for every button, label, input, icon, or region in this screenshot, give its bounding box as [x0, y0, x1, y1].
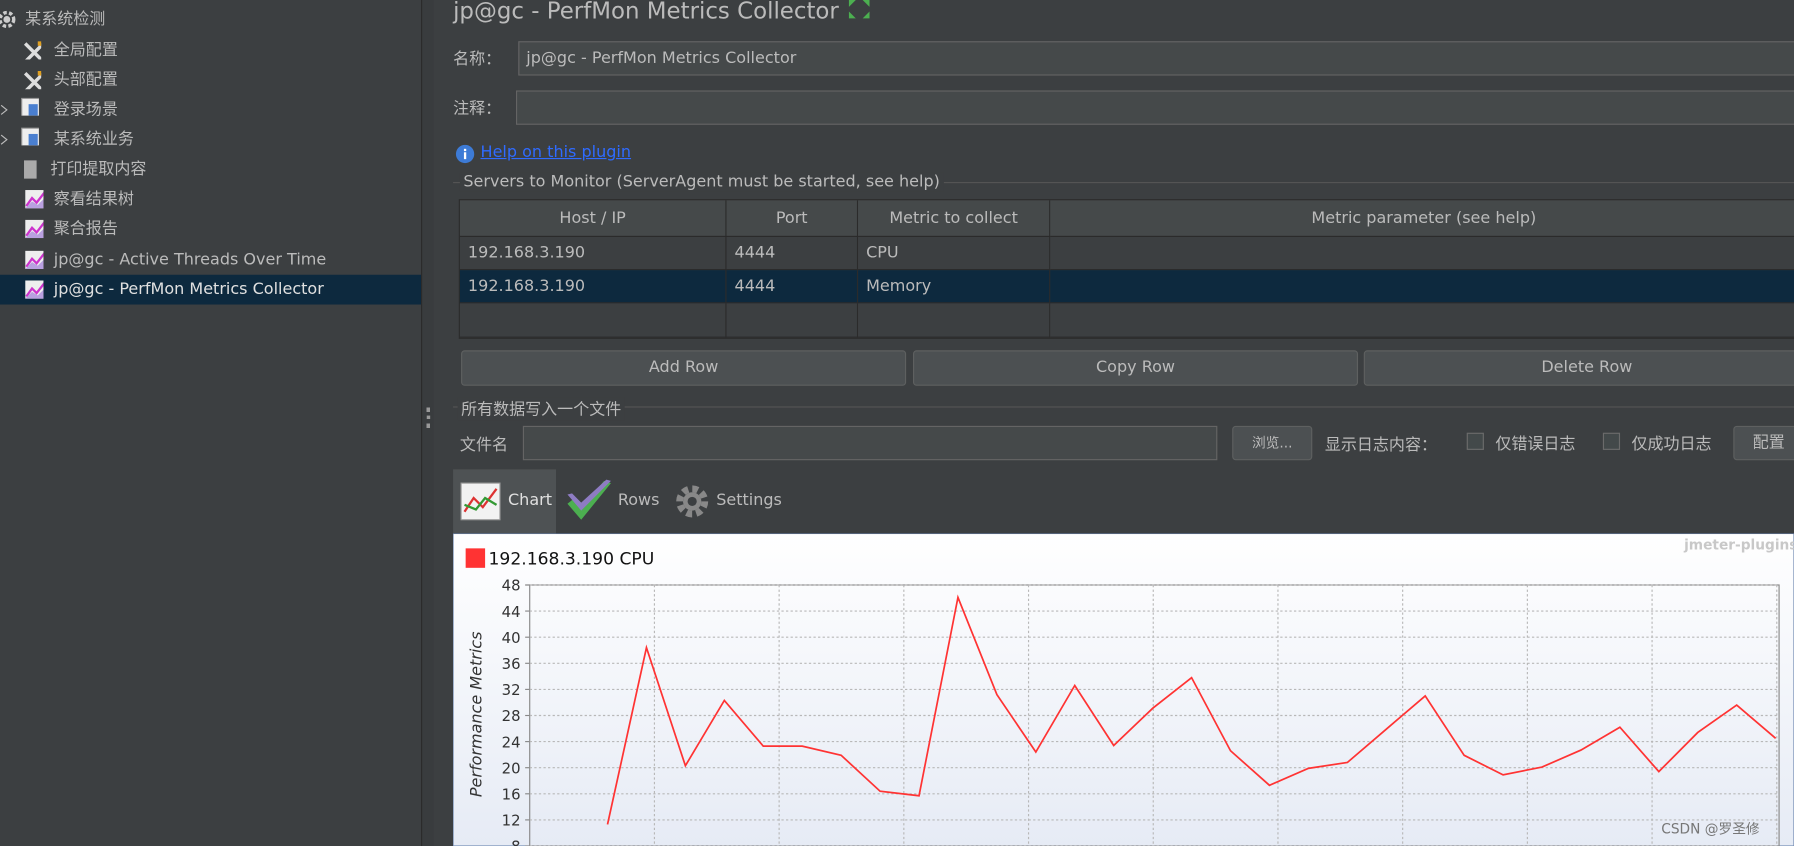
tree-item-label: 打印提取内容	[50, 160, 147, 179]
name-input[interactable]: jp@gc - PerfMon Metrics Collector	[518, 41, 1794, 76]
table-button[interactable]: Delete Row	[1363, 350, 1794, 386]
tab[interactable]: Chart	[507, 491, 553, 510]
table-cell[interactable]: Memory	[858, 270, 1051, 304]
table-cell[interactable]: CPU	[858, 236, 1051, 271]
checkbox[interactable]	[1466, 432, 1484, 450]
table-button[interactable]: Add Row	[461, 350, 907, 386]
expand-icon[interactable]	[847, 0, 872, 21]
info-icon	[455, 144, 475, 164]
column-header: Metric parameter (see help)	[1050, 200, 1794, 237]
tree-item[interactable]: 察看结果树	[0, 184, 421, 214]
y-tick-label: 32	[502, 681, 521, 699]
tree-item[interactable]: jp@gc - Active Threads Over Time	[0, 245, 421, 275]
tree-item[interactable]: 登录场景	[0, 95, 421, 125]
y-tick-label: 28	[502, 707, 521, 725]
table-cell[interactable]: 192.168.3.190	[459, 270, 727, 304]
rows-tab-icon	[567, 479, 611, 520]
checkbox[interactable]	[1602, 432, 1621, 450]
file-group-label: 所有数据写入一个文件	[457, 397, 625, 421]
errors-only-label: 仅错误日志	[1495, 435, 1576, 454]
success-only-label: 仅成功日志	[1631, 435, 1712, 454]
table-cell[interactable]	[1050, 236, 1794, 271]
y-tick-label: 36	[502, 655, 521, 673]
servers-group-label: Servers to Monitor (ServerAgent must be …	[459, 172, 944, 192]
table-cell[interactable]	[1050, 270, 1794, 304]
table-cell[interactable]	[459, 303, 727, 338]
tree-item-label: jp@gc - Active Threads Over Time	[53, 250, 327, 270]
y-tick-label: 12	[502, 812, 521, 830]
settings-tab-icon	[676, 485, 709, 518]
legend-label: 192.168.3.190 CPU	[489, 549, 655, 569]
tree-item[interactable]: 某系统检测	[0, 5, 421, 35]
group-border	[453, 182, 1794, 184]
y-tick-label: 8	[511, 838, 520, 846]
table-cell[interactable]	[1050, 303, 1794, 338]
splitter-grip	[426, 407, 434, 429]
tree-item[interactable]: 打印提取内容	[0, 155, 421, 185]
legend-swatch	[465, 548, 486, 568]
source-label: jmeter-plugins.org	[1683, 538, 1794, 554]
y-tick-label: 16	[502, 786, 521, 804]
tree-item[interactable]: jp@gc - PerfMon Metrics Collector	[0, 274, 422, 305]
help-link[interactable]: Help on this plugin	[480, 143, 632, 162]
y-tick-label: 20	[502, 759, 521, 777]
tree-item-label: 聚合报告	[53, 219, 118, 239]
tree-item[interactable]: 头部配置	[0, 65, 421, 95]
column-header: Port	[726, 200, 859, 237]
table-cell[interactable]	[858, 303, 1051, 338]
comment-label: 注释：	[453, 99, 502, 118]
data-line	[606, 594, 1777, 825]
filename-input[interactable]	[522, 425, 1218, 461]
config-button[interactable]: 配置	[1733, 425, 1794, 461]
y-axis-label: Performance Metrics	[467, 631, 486, 797]
tab[interactable]: Settings	[716, 491, 782, 510]
tree-item-label: 某系统检测	[25, 10, 106, 29]
tree-item-label: 察看结果树	[53, 190, 134, 209]
table-cell[interactable]: 4444	[726, 270, 859, 304]
group-border	[453, 406, 1794, 408]
comment-input[interactable]	[515, 90, 1794, 125]
y-tick-label: 40	[502, 629, 521, 647]
tree-item-label: 头部配置	[53, 70, 118, 90]
tree-item-label: 登录场景	[53, 100, 118, 120]
tab[interactable]: Rows	[617, 491, 660, 510]
test-plan-tree: 某系统检测全局配置头部配置登录场景某系统业务打印提取内容 察看结果树聚合报告 jp@…	[0, 0, 422, 846]
tree-item-label: 某系统业务	[53, 130, 134, 149]
tree-item-label: jp@gc - PerfMon Metrics Collector	[53, 280, 324, 299]
tree-item[interactable]: 聚合报告	[0, 214, 421, 244]
chart: 8 12 16 20 24 28 32 36 40 44 48 Performance Metrics…	[453, 533, 1794, 846]
tree-item[interactable]: 某系统业务	[0, 125, 421, 155]
servers-table: Host / IP Port Metric to collect Metric par…	[458, 199, 1794, 339]
column-header: Metric to collect	[858, 200, 1051, 237]
table-cell[interactable]	[726, 303, 859, 338]
y-tick-label: 44	[502, 603, 521, 621]
table-cell[interactable]: 4444	[726, 236, 859, 271]
browse-button[interactable]: 浏览...	[1232, 425, 1313, 461]
log-label: 显示日志内容：	[1324, 436, 1437, 455]
name-label: 名称：	[453, 50, 502, 69]
y-tick-label: 48	[502, 577, 521, 595]
column-header: Host / IP	[459, 200, 727, 237]
table-cell[interactable]: 192.168.3.190	[459, 236, 727, 271]
tree-item-label: 全局配置	[53, 41, 118, 60]
tree-item[interactable]: 全局配置	[0, 35, 421, 65]
panel-title: jp@gc - PerfMon Metrics Collector	[453, 0, 839, 25]
filename-label: 文件名	[459, 436, 508, 455]
y-tick-label: 24	[502, 733, 521, 751]
watermark: CSDN @罗圣修	[1661, 820, 1760, 837]
table-button[interactable]: Copy Row	[912, 350, 1359, 386]
chart-tab-icon	[460, 482, 501, 521]
